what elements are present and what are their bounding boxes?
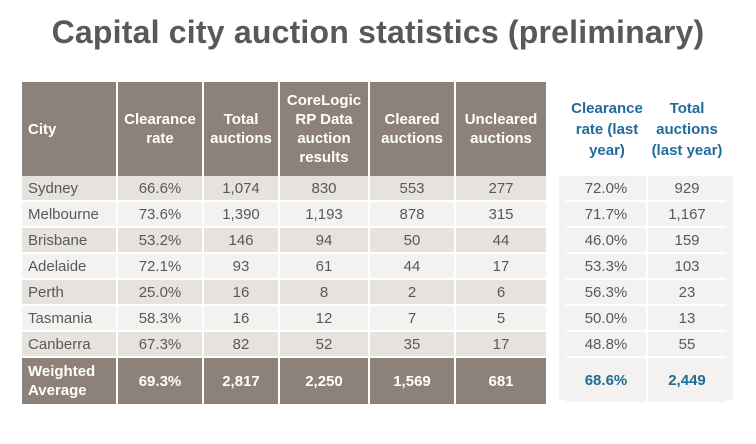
table-row: 53.3% 103	[566, 254, 726, 280]
cell-corelogic-results: 1,193	[280, 202, 370, 228]
header-clearance-rate-last-year: Clearance rate (last year)	[566, 82, 648, 176]
cell-corelogic-results: 8	[280, 280, 370, 306]
cell-clearance-rate: 73.6%	[118, 202, 204, 228]
header-total-auctions: Total auctions	[204, 82, 280, 176]
table-row: Sydney 66.6% 1,074 830 553 277	[22, 176, 546, 202]
cell-avg-total-auctions-last-year: 2,449	[648, 358, 726, 404]
table-row: 72.0% 929	[566, 176, 726, 202]
header-cleared-auctions: Cleared auctions	[370, 82, 456, 176]
last-year-average-row: 68.6% 2,449	[566, 358, 726, 404]
cell-city: Tasmania	[22, 306, 118, 332]
cell-clearance-rate-last-year: 50.0%	[566, 306, 648, 332]
cell-total-auctions-last-year: 13	[648, 306, 726, 332]
cell-total-auctions: 1,390	[204, 202, 280, 228]
cell-cleared: 553	[370, 176, 456, 202]
last-year-table: Clearance rate (last year) Total auction…	[566, 82, 726, 404]
cell-corelogic-results: 94	[280, 228, 370, 254]
cell-corelogic-results: 61	[280, 254, 370, 280]
cell-cleared: 7	[370, 306, 456, 332]
cell-clearance-rate: 25.0%	[118, 280, 204, 306]
cell-corelogic-results: 52	[280, 332, 370, 358]
cell-avg-clearance-rate: 69.3%	[118, 358, 204, 404]
cell-weighted-average-label: Weighted Average	[22, 358, 118, 404]
cell-total-auctions-last-year: 1,167	[648, 202, 726, 228]
cell-cleared: 44	[370, 254, 456, 280]
table-row: Adelaide 72.1% 93 61 44 17	[22, 254, 546, 280]
table-row: 71.7% 1,167	[566, 202, 726, 228]
header-clearance-rate: Clearance rate	[118, 82, 204, 176]
table-row: Perth 25.0% 16 8 2 6	[22, 280, 546, 306]
cell-uncleared: 5	[456, 306, 546, 332]
cell-cleared: 50	[370, 228, 456, 254]
cell-corelogic-results: 830	[280, 176, 370, 202]
header-uncleared-auctions: Uncleared auctions	[456, 82, 546, 176]
cell-total-auctions-last-year: 23	[648, 280, 726, 306]
cell-uncleared: 17	[456, 332, 546, 358]
cell-corelogic-results: 12	[280, 306, 370, 332]
cell-city: Brisbane	[22, 228, 118, 254]
cell-total-auctions: 146	[204, 228, 280, 254]
cell-clearance-rate: 67.3%	[118, 332, 204, 358]
weighted-average-row: Weighted Average 69.3% 2,817 2,250 1,569…	[22, 358, 546, 404]
header-total-auctions-last-year: Total auctions (last year)	[648, 82, 726, 176]
cell-total-auctions-last-year: 103	[648, 254, 726, 280]
table-row: 50.0% 13	[566, 306, 726, 332]
table-row: Canberra 67.3% 82 52 35 17	[22, 332, 546, 358]
cell-cleared: 2	[370, 280, 456, 306]
cell-total-auctions: 16	[204, 306, 280, 332]
cell-clearance-rate: 58.3%	[118, 306, 204, 332]
cell-clearance-rate: 72.1%	[118, 254, 204, 280]
cell-clearance-rate-last-year: 46.0%	[566, 228, 648, 254]
cell-clearance-rate-last-year: 71.7%	[566, 202, 648, 228]
header-corelogic-results: CoreLogic RP Data auction results	[280, 82, 370, 176]
table-row: 48.8% 55	[566, 332, 726, 358]
cell-clearance-rate-last-year: 48.8%	[566, 332, 648, 358]
cell-total-auctions: 93	[204, 254, 280, 280]
cell-total-auctions-last-year: 929	[648, 176, 726, 202]
cell-avg-total-auctions: 2,817	[204, 358, 280, 404]
page-title: Capital city auction statistics (prelimi…	[51, 14, 705, 50]
cell-clearance-rate-last-year: 72.0%	[566, 176, 648, 202]
cell-avg-corelogic-results: 2,250	[280, 358, 370, 404]
table-row: 56.3% 23	[566, 280, 726, 306]
auction-stats-table: City Clearance rate Total auctions CoreL…	[22, 82, 546, 404]
cell-city: Adelaide	[22, 254, 118, 280]
cell-avg-clearance-rate-last-year: 68.6%	[566, 358, 648, 404]
table-header-row: City Clearance rate Total auctions CoreL…	[22, 82, 546, 176]
cell-uncleared: 17	[456, 254, 546, 280]
cell-cleared: 878	[370, 202, 456, 228]
cell-total-auctions: 16	[204, 280, 280, 306]
cell-clearance-rate-last-year: 53.3%	[566, 254, 648, 280]
cell-clearance-rate: 66.6%	[118, 176, 204, 202]
cell-uncleared: 6	[456, 280, 546, 306]
cell-total-auctions-last-year: 159	[648, 228, 726, 254]
cell-total-auctions: 82	[204, 332, 280, 358]
cell-total-auctions-last-year: 55	[648, 332, 726, 358]
last-year-header-row: Clearance rate (last year) Total auction…	[566, 82, 726, 176]
cell-avg-cleared: 1,569	[370, 358, 456, 404]
cell-total-auctions: 1,074	[204, 176, 280, 202]
cell-uncleared: 277	[456, 176, 546, 202]
cell-clearance-rate: 53.2%	[118, 228, 204, 254]
table-row: Tasmania 58.3% 16 12 7 5	[22, 306, 546, 332]
table-row: 46.0% 159	[566, 228, 726, 254]
cell-avg-uncleared: 681	[456, 358, 546, 404]
cell-city: Canberra	[22, 332, 118, 358]
header-city: City	[22, 82, 118, 176]
cell-city: Melbourne	[22, 202, 118, 228]
cell-uncleared: 44	[456, 228, 546, 254]
cell-uncleared: 315	[456, 202, 546, 228]
cell-city: Sydney	[22, 176, 118, 202]
table-row: Melbourne 73.6% 1,390 1,193 878 315	[22, 202, 546, 228]
table-row: Brisbane 53.2% 146 94 50 44	[22, 228, 546, 254]
cell-clearance-rate-last-year: 56.3%	[566, 280, 648, 306]
cell-city: Perth	[22, 280, 118, 306]
cell-cleared: 35	[370, 332, 456, 358]
